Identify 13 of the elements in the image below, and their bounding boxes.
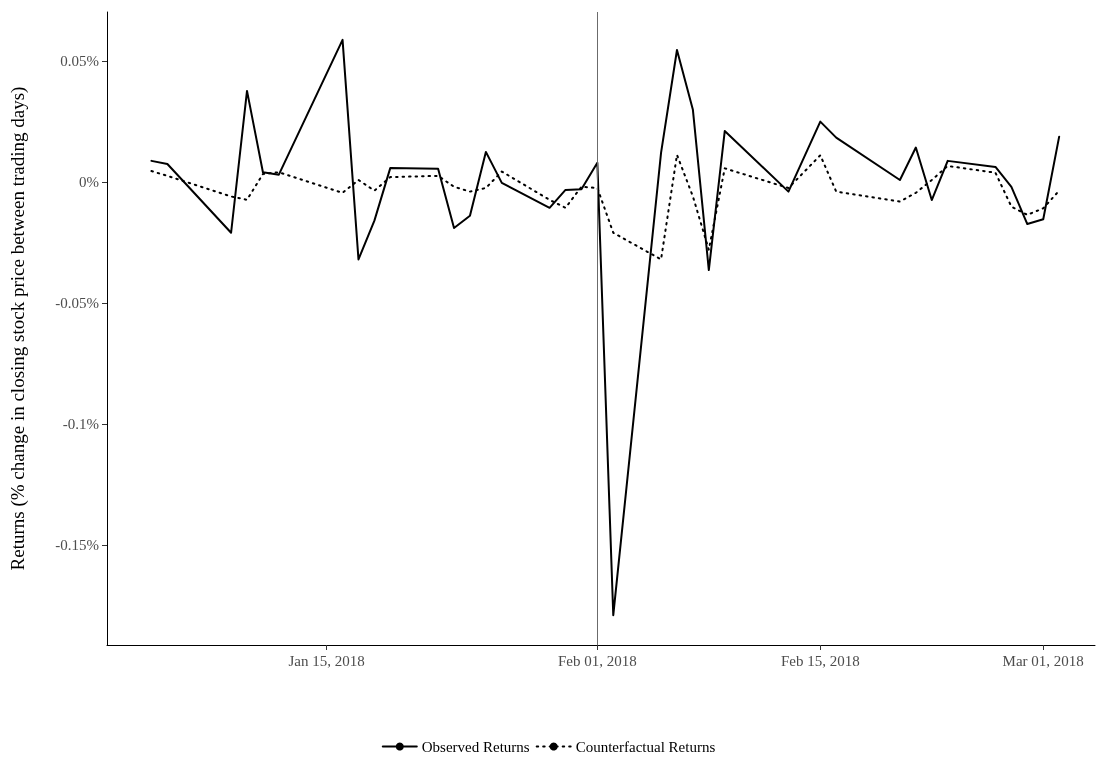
x-tick-label: Feb 15, 2018	[780, 652, 860, 669]
legend-label: Counterfactual Returns	[575, 738, 716, 755]
x-tick-label: Mar 01, 2018	[1002, 652, 1084, 669]
y-axis-title: Returns (% change in closing stock price between trading days)	[7, 86, 29, 571]
y-tick-label: -0.1%	[62, 415, 99, 432]
y-tick-label: 0.05%	[60, 52, 99, 69]
x-tick-label: Jan 15, 2018	[288, 652, 365, 669]
line-series	[150, 38, 1061, 617]
y-tick-label: -0.15%	[55, 537, 99, 554]
x-tick-label: Feb 01, 2018	[557, 652, 637, 669]
y-tick-label: 0%	[79, 173, 99, 190]
legend-label: Observed Returns	[421, 738, 530, 755]
y-tick-label: -0.05%	[55, 294, 99, 311]
